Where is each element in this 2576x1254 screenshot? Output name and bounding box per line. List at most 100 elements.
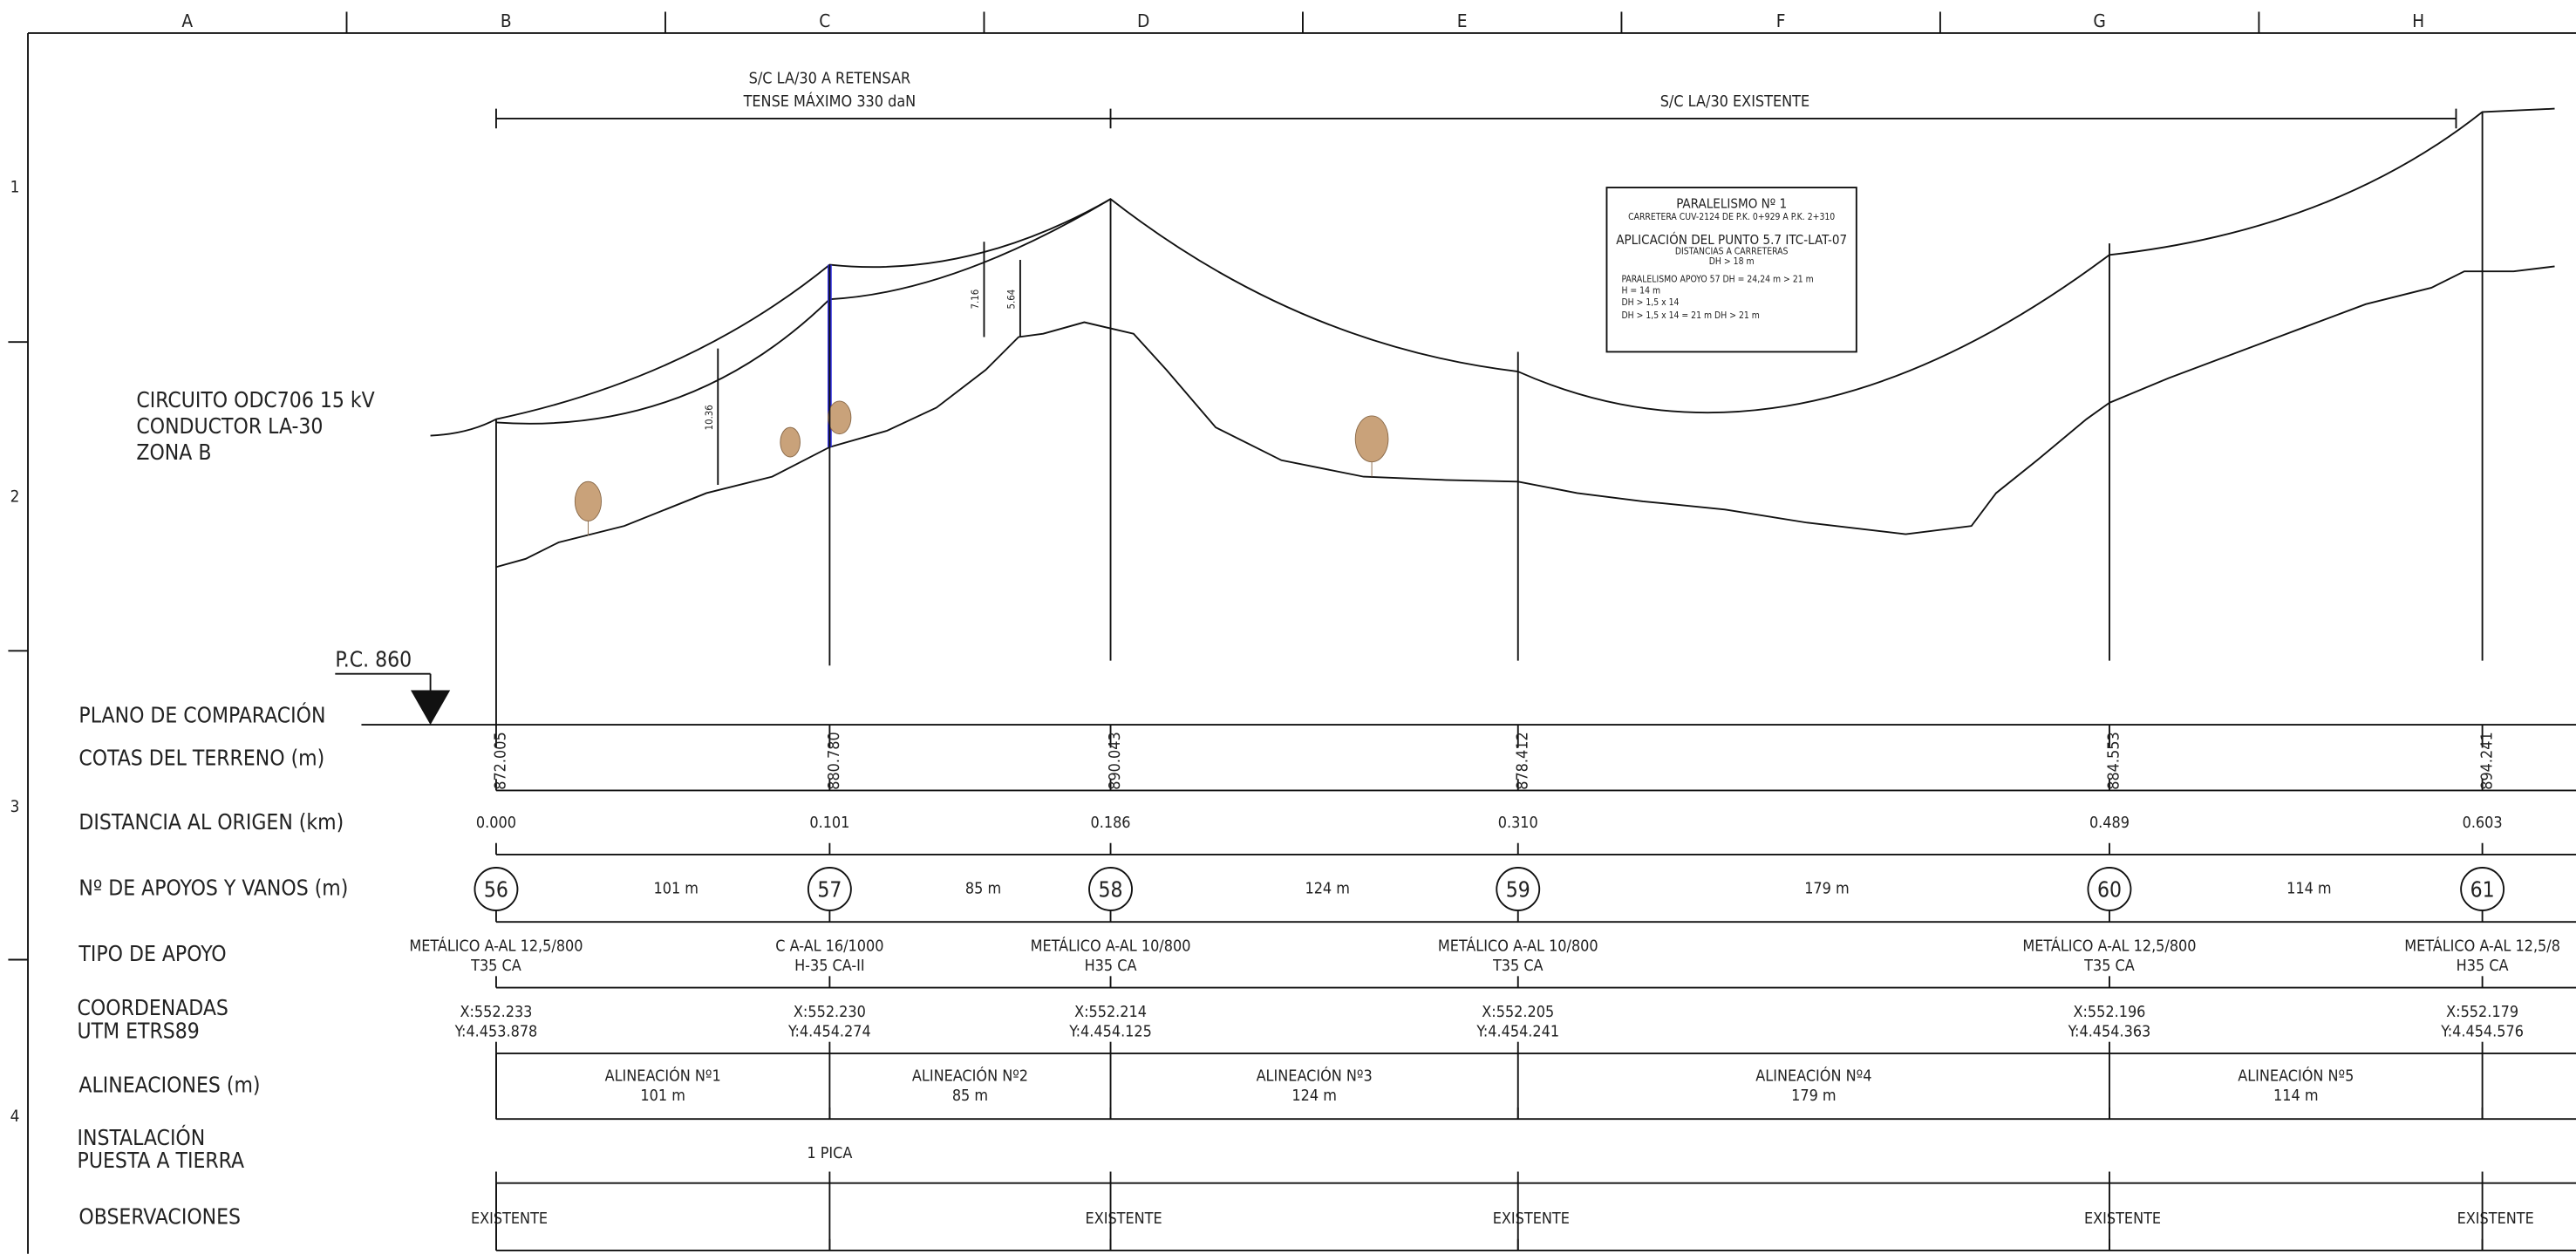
column-label: D	[1137, 10, 1149, 31]
row-label: 4	[10, 1107, 20, 1126]
row-label: ALINEACIONES (m)	[78, 1073, 260, 1098]
support-marker	[1496, 867, 1541, 911]
distance: 0.603	[2463, 814, 2503, 832]
note-line: DH > 1,5 x 14 = 21 m DH > 21 m	[1621, 310, 1759, 321]
coordinate: X:552.205	[1482, 1003, 1554, 1021]
alignment: ALINEACIÓN Nº1	[605, 1066, 721, 1085]
note-line: DH > 1,5 x 14	[1621, 297, 1679, 308]
clearance: 10.36	[704, 405, 715, 430]
row-label: OBSERVACIONES	[78, 1203, 241, 1229]
note-line: PARALELISMO Nº 1	[1676, 195, 1787, 211]
alignment: 114 m	[2273, 1087, 2318, 1105]
old-conductor	[495, 198, 1112, 425]
support-marker	[474, 867, 519, 911]
coordinate: Y:4.454.125	[1068, 1022, 1152, 1040]
note-line: DH > 18 m	[1709, 256, 1755, 267]
row-label: PLANO DE COMPARACIÓN	[78, 702, 325, 728]
coordinate: Y:4.454.576	[2440, 1022, 2524, 1040]
alignment: 101 m	[640, 1087, 685, 1105]
support-number: 56	[484, 876, 508, 902]
note-line: APLICACIÓN DEL PUNTO 5.7 ITC-LAT-07	[1616, 231, 1847, 248]
support-number: 60	[2097, 876, 2122, 902]
alignment: 179 m	[1791, 1087, 1836, 1105]
alignment: ALINEACIÓN Nº4	[1755, 1066, 1871, 1085]
support-type: METÁLICO A-AL 12,5/800	[2022, 936, 2196, 955]
circuit: CIRCUITO ODC706 15 kV	[136, 387, 374, 412]
elevation: 878.412	[1513, 732, 1531, 789]
column-label: C	[819, 10, 830, 31]
span-length: 85 m	[965, 879, 1001, 897]
remarks: EXISTENTE	[1086, 1210, 1162, 1228]
support-number: 59	[1506, 876, 1530, 902]
span-length: 101 m	[654, 879, 699, 897]
row-label: 3	[10, 798, 20, 816]
column-label: H	[2412, 10, 2424, 31]
support-marker	[2460, 867, 2505, 911]
row-label: TIPO DE APOYO	[78, 941, 226, 966]
earthing: 1 PICA	[807, 1144, 852, 1162]
note-line: CARRETERA CUV-2124 DE P.K. 0+929 A P.K. …	[1628, 212, 1835, 222]
column-label: E	[1457, 10, 1468, 31]
note-line: PARALELISMO APOYO 57 DH = 24,24 m > 21 m	[1621, 275, 1813, 285]
support-type: METÁLICO A-AL 10/800	[1031, 936, 1191, 955]
circuit: CONDUCTOR LA-30	[136, 413, 323, 439]
support-marker	[1088, 867, 1133, 911]
row-label: COTAS DEL TERRENO (m)	[78, 746, 324, 771]
coordinate: X:552.233	[460, 1003, 532, 1021]
alignment: ALINEACIÓN Nº5	[2238, 1066, 2354, 1085]
alignment: ALINEACIÓN Nº3	[1257, 1066, 1373, 1085]
support-number: 57	[817, 876, 842, 902]
support-number: 58	[1099, 876, 1123, 902]
reference: P.C. 860	[335, 647, 412, 672]
coordinate: X:552.214	[1074, 1003, 1147, 1021]
conductor	[430, 107, 2555, 437]
coordinate: Y:4.454.363	[2068, 1022, 2151, 1040]
elevation: 872.005	[492, 732, 510, 789]
note-line: H = 14 m	[1621, 286, 1660, 296]
elevation: 880.780	[825, 732, 843, 789]
distance: 0.186	[1091, 814, 1131, 832]
span-label: TENSE MÁXIMO 330 daN	[743, 92, 917, 111]
distance: 0.000	[476, 814, 516, 832]
span-label: S/C LA/30 EXISTENTE	[1660, 92, 1809, 111]
profile: 10.36 7.16 5.64 PARALELISMO Nº 1CARRETER…	[136, 70, 2555, 726]
elevation: 890.043	[1106, 732, 1124, 789]
span-length: 179 m	[1804, 879, 1849, 897]
remarks: EXISTENTE	[1493, 1210, 1570, 1228]
column-label: B	[501, 10, 512, 31]
support-marker	[807, 867, 852, 911]
note-box	[1605, 187, 1857, 353]
support-type: METÁLICO A-AL 12,5/800	[409, 936, 583, 955]
row-label: DISTANCIA AL ORIGEN (km)	[78, 809, 344, 835]
guitar-table: PLANO DE COMPARACIÓN COTAS DEL TERRENO (m…	[78, 112, 2576, 1251]
trees	[574, 400, 1389, 536]
row-label: INSTALACIÓN	[78, 1124, 206, 1150]
support-type: H35 CA	[1085, 957, 1137, 975]
support-type: C A-AL 16/1000	[775, 937, 883, 955]
support-type: H-35 CA-II	[794, 957, 865, 975]
coordinate: X:552.179	[2446, 1003, 2518, 1021]
support-type: METÁLICO A-AL 10/800	[1438, 936, 1598, 955]
elevation: 884.553	[2105, 732, 2123, 789]
datum-marker	[410, 690, 451, 726]
span-label: S/C LA/30 A RETENSAR	[749, 70, 910, 88]
remarks: EXISTENTE	[471, 1210, 548, 1228]
alignment: ALINEACIÓN Nº2	[912, 1066, 1028, 1085]
support-type: H35 CA	[2457, 957, 2509, 975]
span-length: 114 m	[2286, 879, 2331, 897]
terrain	[495, 265, 2555, 569]
coordinate: Y:4.454.241	[1475, 1022, 1559, 1040]
column-label: A	[181, 10, 193, 31]
support-type: T35 CA	[2083, 957, 2135, 975]
elevation: 894.241	[2477, 732, 2496, 789]
note-line: DISTANCIAS A CARRETERAS	[1675, 247, 1789, 257]
coordinate: X:552.230	[794, 1003, 866, 1021]
support-type: T35 CA	[1492, 957, 1544, 975]
coordinate: Y:4.454.274	[787, 1022, 871, 1040]
column-label: F	[1776, 10, 1786, 31]
circuit: ZONA B	[136, 440, 211, 465]
clearance: 5.64	[1006, 290, 1018, 310]
row-label: 1	[10, 179, 20, 197]
span-length: 124 m	[1305, 879, 1349, 897]
